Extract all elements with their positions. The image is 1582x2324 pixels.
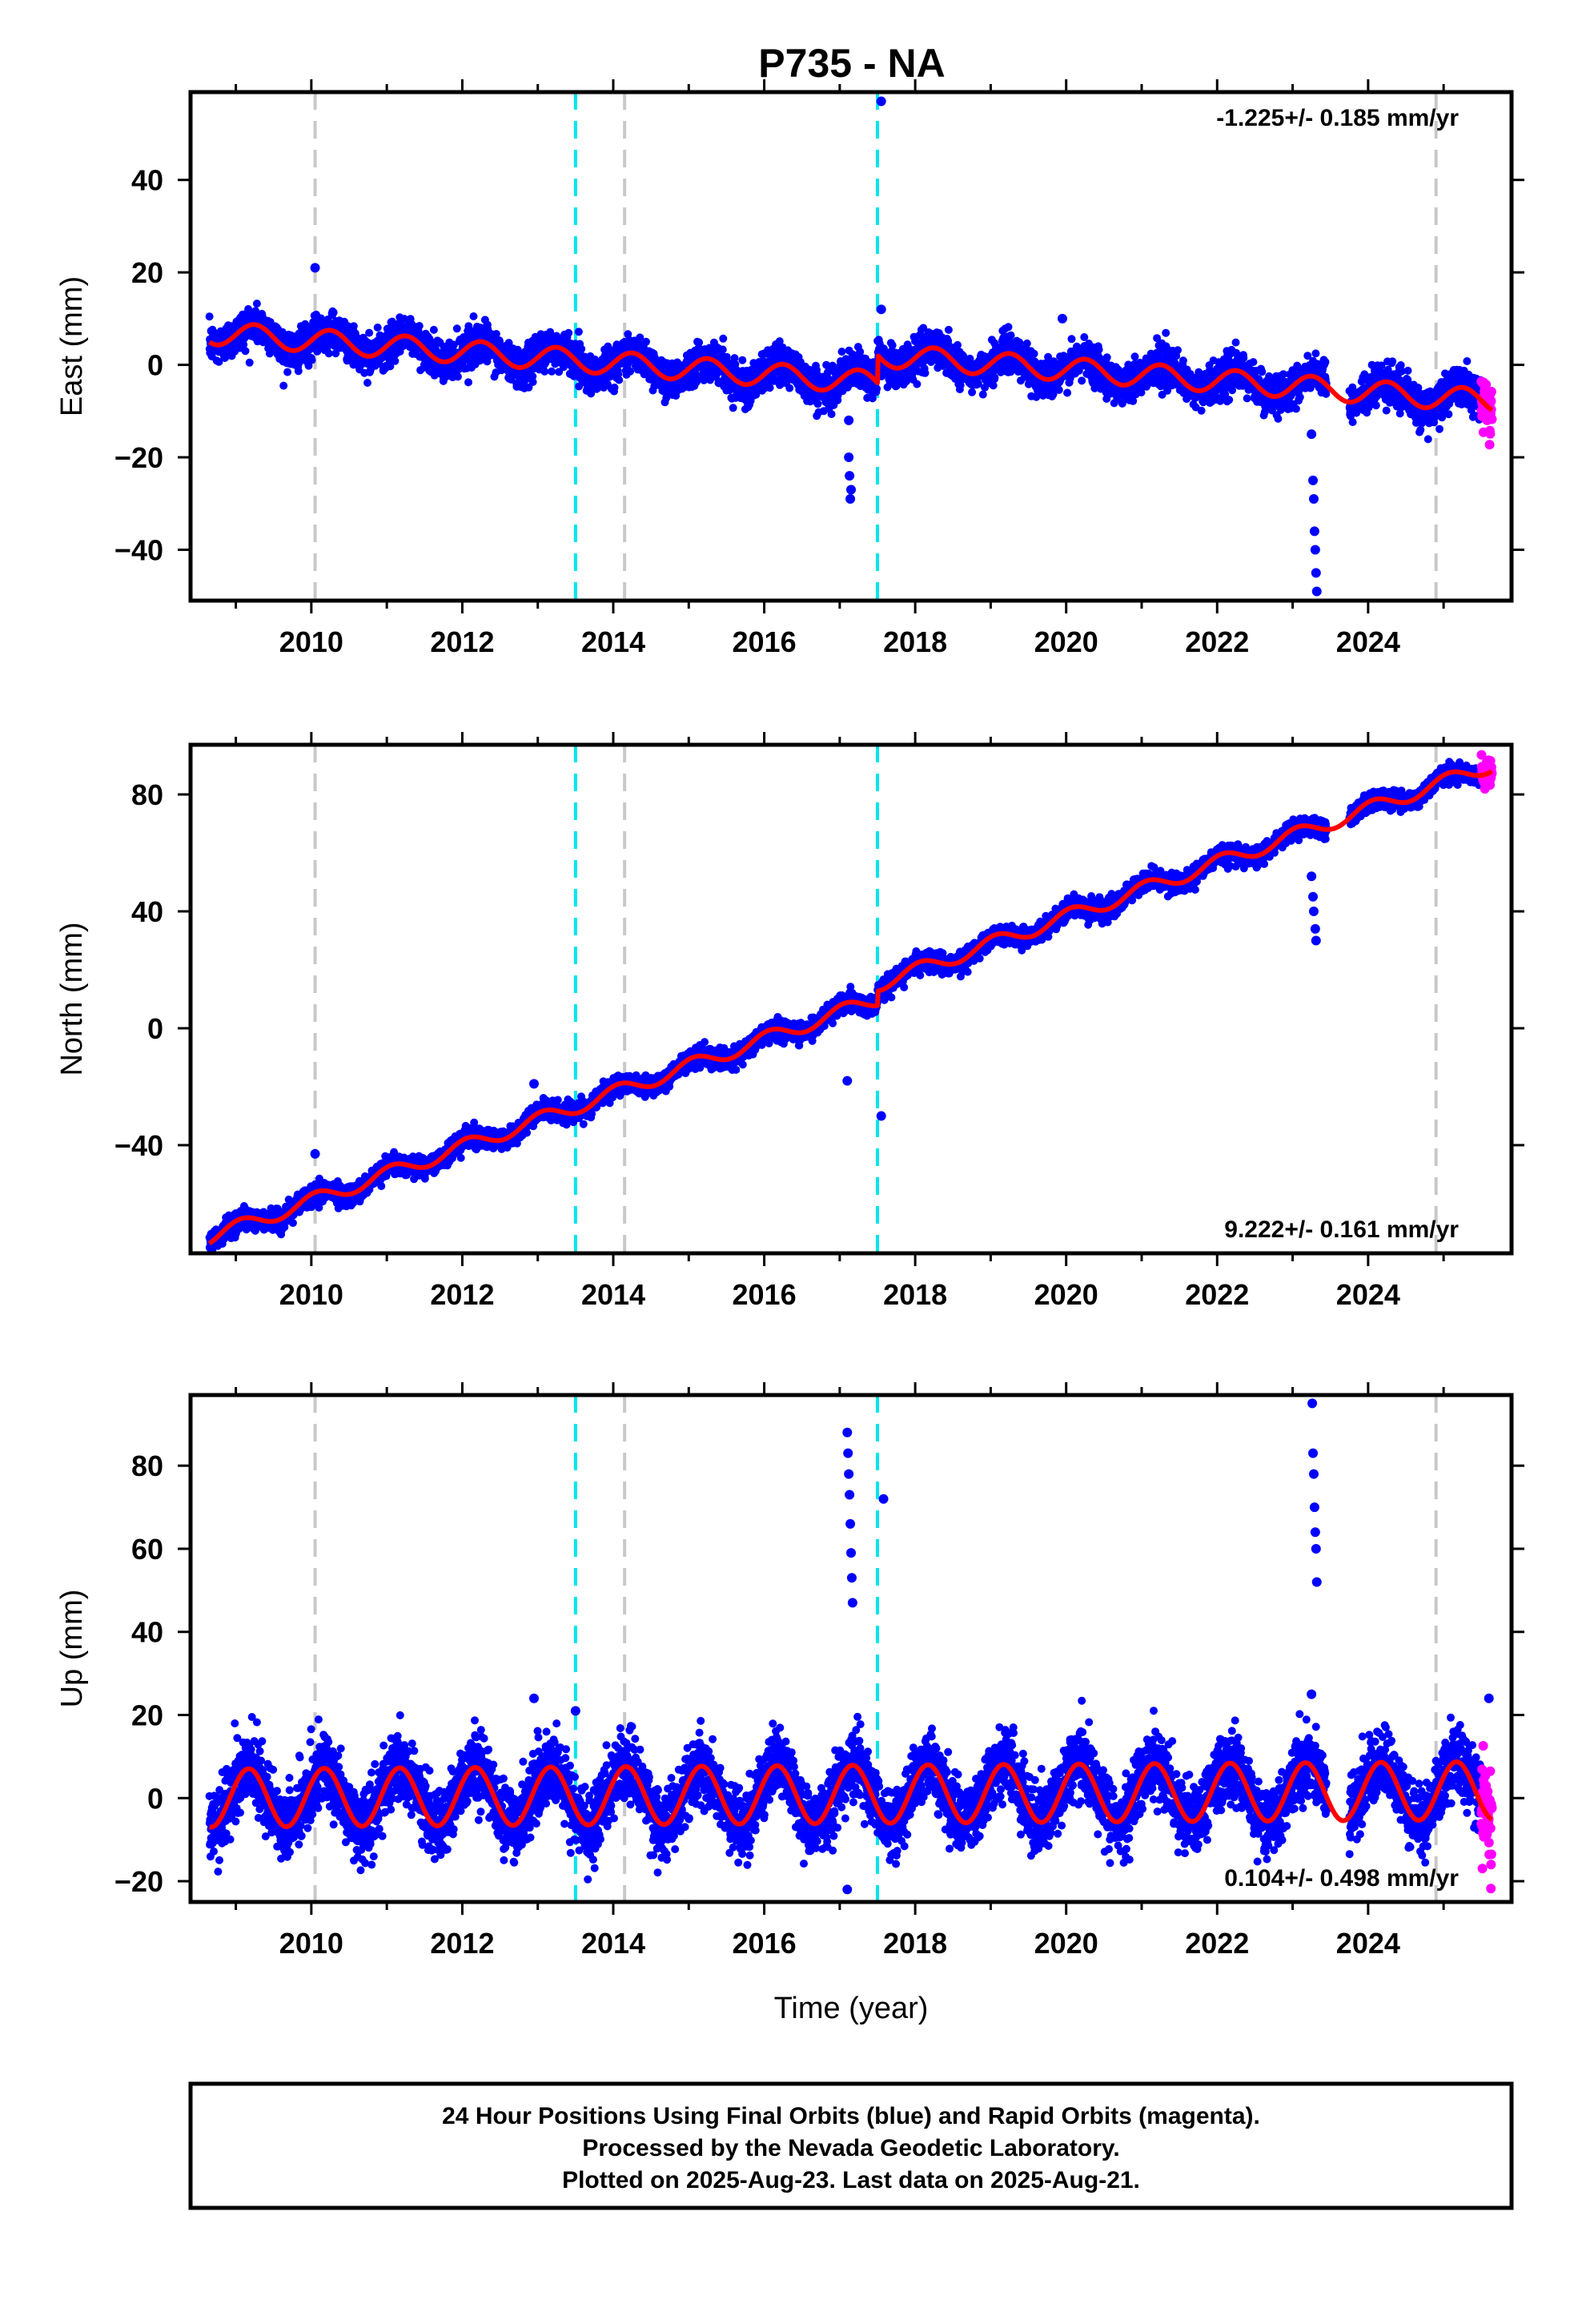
position-point [718,345,727,354]
position-point [429,325,438,334]
position-point [564,328,573,337]
position-point [528,372,537,380]
position-point [1174,346,1182,355]
position-point [577,344,586,353]
position-point [283,368,292,376]
position-point [528,378,537,386]
figure-title: P735 - NA [758,41,945,86]
position-point [1022,339,1031,348]
position-point [1006,331,1015,340]
position-point [324,349,333,358]
position-point [1078,376,1086,385]
position-point [888,341,897,350]
position-point [205,312,214,321]
position-point [610,383,619,392]
position-point [1102,353,1111,362]
position-point [615,376,624,384]
position-point [827,410,836,419]
position-point [245,358,254,367]
position-point [1162,328,1170,337]
position-point [363,379,371,387]
position-point [555,368,564,376]
position-point [574,328,583,336]
position-point [1197,406,1206,415]
position-point [452,324,461,333]
position-point [1080,333,1089,341]
position-point [464,378,472,387]
position-point [968,388,977,396]
position-point [1054,385,1063,394]
position-point [1063,388,1072,397]
position-point [873,384,881,393]
position-point [1225,396,1234,404]
position-point [251,307,260,316]
position-point [978,390,987,399]
position-point [323,343,331,352]
position-point [944,325,953,334]
position-point [329,308,338,317]
position-point [990,373,999,382]
plot-area [205,92,1497,601]
position-point [469,312,478,320]
position-point [239,340,248,349]
position-point [415,322,424,330]
position-point [307,356,316,364]
position-point [365,328,374,337]
position-point [548,367,556,376]
panel-1: 2010 2012 2014 2016 2018 2020 2022 2024−40−2002… [55,79,1524,658]
position-point [391,356,400,365]
position-point [1004,323,1013,332]
position-point [524,383,533,392]
position-point [294,367,303,376]
panels: 2010 2012 2014 2016 2018 2020 2022 2024−40−2002… [55,79,1524,2025]
position-point [738,356,747,364]
position-point [813,400,822,408]
position-point [837,348,846,356]
position-point [252,300,261,308]
position-point [729,404,737,412]
position-point [540,367,549,376]
position-point [695,338,704,347]
position-point [349,322,358,331]
position-point [453,372,462,381]
position-point [913,380,921,388]
position-point [373,324,382,332]
position-point [719,334,728,343]
position-point [1067,335,1076,344]
position-point [765,384,774,392]
position-point [1094,345,1103,354]
position-point [244,305,253,313]
position-point [642,337,650,346]
position-point [241,347,250,356]
position-point [504,339,513,348]
position-point [1231,338,1240,347]
position-point [492,330,500,338]
position-point [921,368,930,377]
position-point [215,357,223,366]
position-point [1030,349,1038,358]
position-point [785,384,794,392]
position-point [1130,352,1139,361]
position-point [1178,356,1187,365]
position-point [279,381,288,390]
position-point [425,335,434,344]
